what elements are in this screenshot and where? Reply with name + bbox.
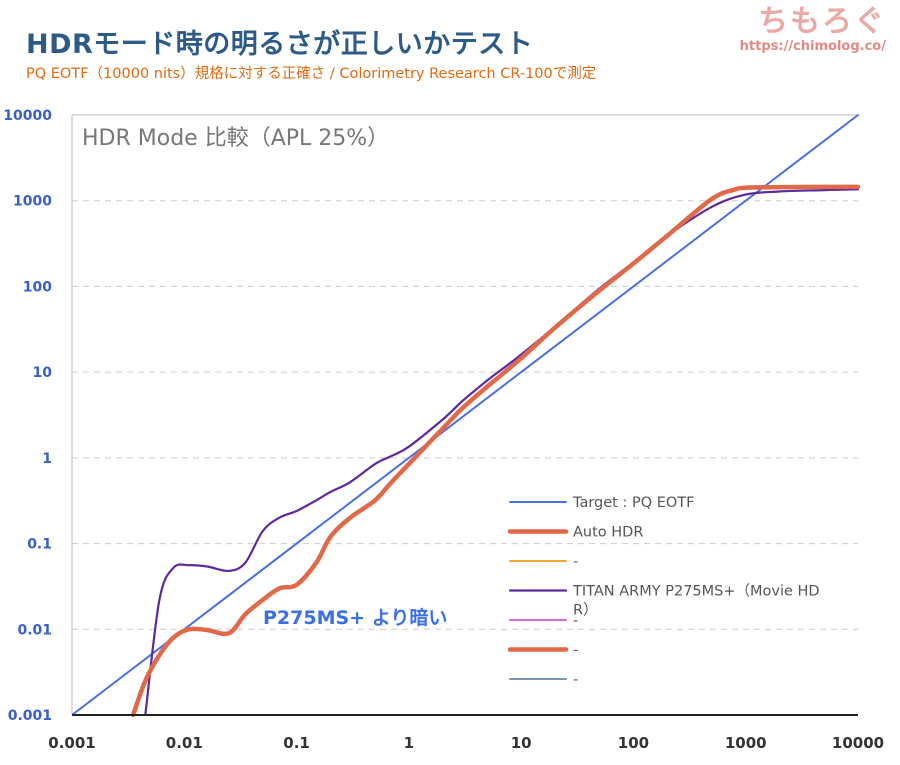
legend-label: - (573, 554, 578, 570)
y-tick-label: 0.1 (27, 537, 52, 553)
y-tick-label: 1 (42, 451, 52, 467)
x-tick-label: 0.001 (48, 734, 95, 752)
x-tick-label: 100 (618, 734, 649, 752)
x-tick-label: 1 (404, 734, 414, 752)
series-line (72, 114, 859, 716)
legend-label: - (573, 643, 578, 659)
chart-title: HDR Mode 比較（APL 25%） (82, 126, 389, 151)
series-line (130, 184, 860, 717)
y-tick-label: 10 (33, 365, 53, 381)
x-tick-label: 10000 (832, 734, 884, 752)
page-title: HDRモード時の明るさが正しいかテスト (26, 29, 534, 60)
x-tick-label: 10 (511, 734, 532, 752)
x-tick-label: 1000 (725, 734, 767, 752)
legend-label: TITAN ARMY P275MS+（Movie HD R） (572, 583, 820, 619)
series-lines (72, 114, 860, 717)
y-tick-label: 1000 (13, 194, 52, 210)
y-tick-label: 10000 (3, 108, 52, 124)
legend-label: - (573, 613, 578, 629)
brand-logo: ちもろぐ https://chimolog.co/ (740, 4, 886, 54)
x-axis-ticks: 0.001 0.01 0.1 1 10 100 1000 10000 (48, 734, 884, 752)
legend-label: Auto HDR (573, 525, 643, 541)
legend-label: Target : PQ EOTF (572, 495, 695, 511)
brand-url: https://chimolog.co/ (739, 39, 886, 54)
chart-annotation: P275MS+ より暗い (263, 606, 447, 629)
y-tick-label: 0.01 (17, 622, 52, 638)
y-axis-ticks: 0.001 0.01 0.1 1 10 100 1000 10000 (3, 108, 52, 724)
page-subtitle: PQ EOTF（10000 nits）規格に対する正確さ / Colorimet… (26, 66, 597, 82)
x-tick-label: 0.1 (283, 734, 310, 752)
legend-label: - (573, 672, 578, 688)
brand-name: ちもろぐ (758, 4, 886, 39)
series-line (144, 188, 860, 717)
y-tick-label: 100 (23, 279, 52, 295)
x-tick-label: 0.01 (166, 734, 203, 752)
y-tick-label: 0.001 (8, 708, 52, 724)
